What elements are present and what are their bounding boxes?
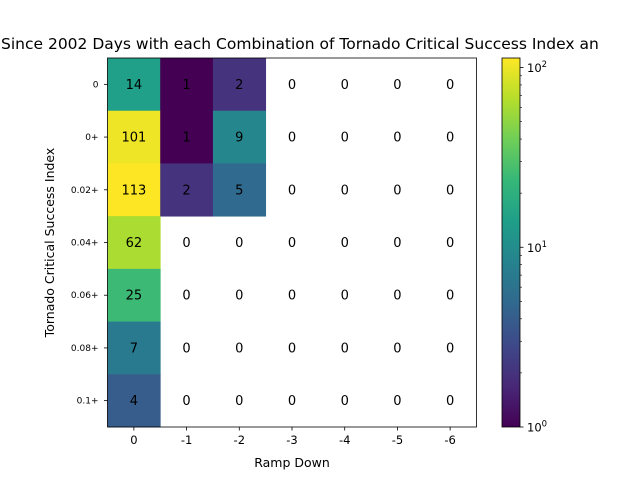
cell-value-label: 7 — [130, 341, 138, 356]
heatmap-cell — [107, 216, 161, 270]
y-tick-label: 0 — [93, 80, 99, 90]
cell-value-label: 1 — [182, 78, 190, 93]
heatmap-cell — [107, 268, 161, 322]
x-tick-label: -2 — [234, 433, 245, 447]
x-tick-label: -4 — [339, 433, 350, 447]
cell-value-label: 0 — [341, 236, 349, 251]
y-tick-label: 0.04+ — [71, 239, 99, 249]
cell-value-label: 0 — [393, 289, 401, 304]
y-tick-label: 0.1+ — [77, 397, 99, 407]
heatmap-cell — [107, 321, 161, 375]
x-tick-label: -5 — [392, 433, 403, 447]
cell-value-label: 0 — [182, 394, 190, 409]
cell-value-label: 0 — [288, 78, 296, 93]
heatmap-cell — [160, 163, 214, 217]
cell-value-label: 0 — [393, 236, 401, 251]
y-tick-label: 0.02+ — [71, 186, 99, 196]
x-axis-ticks: 0 -1 -2 -3 -4 -5 -6 — [130, 427, 456, 447]
chart-title: Since 2002 Days with each Combination of… — [1, 35, 599, 53]
x-tick-label: -3 — [286, 433, 297, 447]
y-tick-label: 0+ — [85, 133, 98, 143]
heatmap-cell — [107, 374, 161, 428]
cell-value-label: 0 — [446, 78, 454, 93]
cell-value-label: 0 — [446, 341, 454, 356]
cell-value-label: 0 — [235, 236, 243, 251]
cell-value-label: 113 — [121, 183, 146, 198]
cell-value-label: 62 — [126, 236, 143, 251]
y-tick-label: 0.08+ — [71, 344, 99, 354]
cell-value-label: 4 — [130, 394, 138, 409]
cell-value-label: 0 — [288, 236, 296, 251]
cell-value-label: 0 — [446, 131, 454, 146]
x-tick-label: 0 — [130, 433, 137, 447]
x-axis-label: Ramp Down — [254, 455, 330, 470]
cell-value-label: 0 — [288, 289, 296, 304]
cell-value-label: 0 — [288, 183, 296, 198]
heatmap-cell — [212, 163, 267, 217]
cell-value-label: 0 — [341, 183, 349, 198]
cell-value-label: 0 — [288, 341, 296, 356]
cell-value-label: 0 — [288, 394, 296, 409]
x-tick-label: -1 — [181, 433, 192, 447]
colorbar-tick-label: 101 — [527, 240, 547, 255]
cell-value-label: 2 — [182, 183, 190, 198]
cell-value-label: 0 — [446, 289, 454, 304]
y-axis-ticks: 0 0+ 0.02+ 0.04+ 0.06+ 0.08+ 0.1+ — [71, 80, 108, 407]
heatmap-cell — [212, 58, 267, 112]
cell-value-label: 0 — [393, 394, 401, 409]
cell-value-label: 0 — [341, 394, 349, 409]
heatmap-cell — [212, 110, 267, 164]
cell-value-label: 0 — [182, 341, 190, 356]
cell-value-label: 0 — [446, 183, 454, 198]
y-axis-label: Tornado Critical Success Index — [42, 148, 57, 339]
cell-value-label: 0 — [446, 394, 454, 409]
colorbar-tick-label: 100 — [527, 420, 547, 435]
cell-value-label: 25 — [126, 289, 143, 304]
cell-value-label: 14 — [126, 78, 143, 93]
heatmap-cell — [160, 110, 214, 164]
cell-value-label: 0 — [446, 236, 454, 251]
cell-value-label: 2 — [235, 78, 243, 93]
y-tick-label: 0.06+ — [71, 291, 99, 301]
x-tick-label: -6 — [444, 433, 455, 447]
heatmap-cell — [107, 58, 161, 112]
cell-value-label: 0 — [341, 289, 349, 304]
heatmap-cell — [107, 163, 161, 217]
cell-value-label: 0 — [341, 341, 349, 356]
heatmap-cell — [107, 110, 161, 164]
cell-value-label: 0 — [235, 341, 243, 356]
cell-value-label: 0 — [393, 131, 401, 146]
colorbar — [501, 57, 521, 428]
cell-value-label: 0 — [182, 289, 190, 304]
cell-value-label: 9 — [235, 131, 243, 146]
cell-value-label: 0 — [341, 131, 349, 146]
cell-value-label: 0 — [393, 183, 401, 198]
cell-value-label: 101 — [121, 131, 146, 146]
cell-value-label: 0 — [182, 236, 190, 251]
cell-value-label: 0 — [393, 78, 401, 93]
cell-value-label: 5 — [235, 183, 243, 198]
cell-value-label: 0 — [235, 289, 243, 304]
colorbar-tick-label: 102 — [527, 60, 547, 75]
cell-value-label: 1 — [182, 131, 190, 146]
cell-value-label: 0 — [288, 131, 296, 146]
heatmap-cell — [160, 58, 214, 112]
cell-value-label: 0 — [341, 78, 349, 93]
colorbar-ticks: 100 101 102 — [520, 60, 547, 435]
cell-value-label: 0 — [235, 394, 243, 409]
cell-value-label: 0 — [393, 341, 401, 356]
